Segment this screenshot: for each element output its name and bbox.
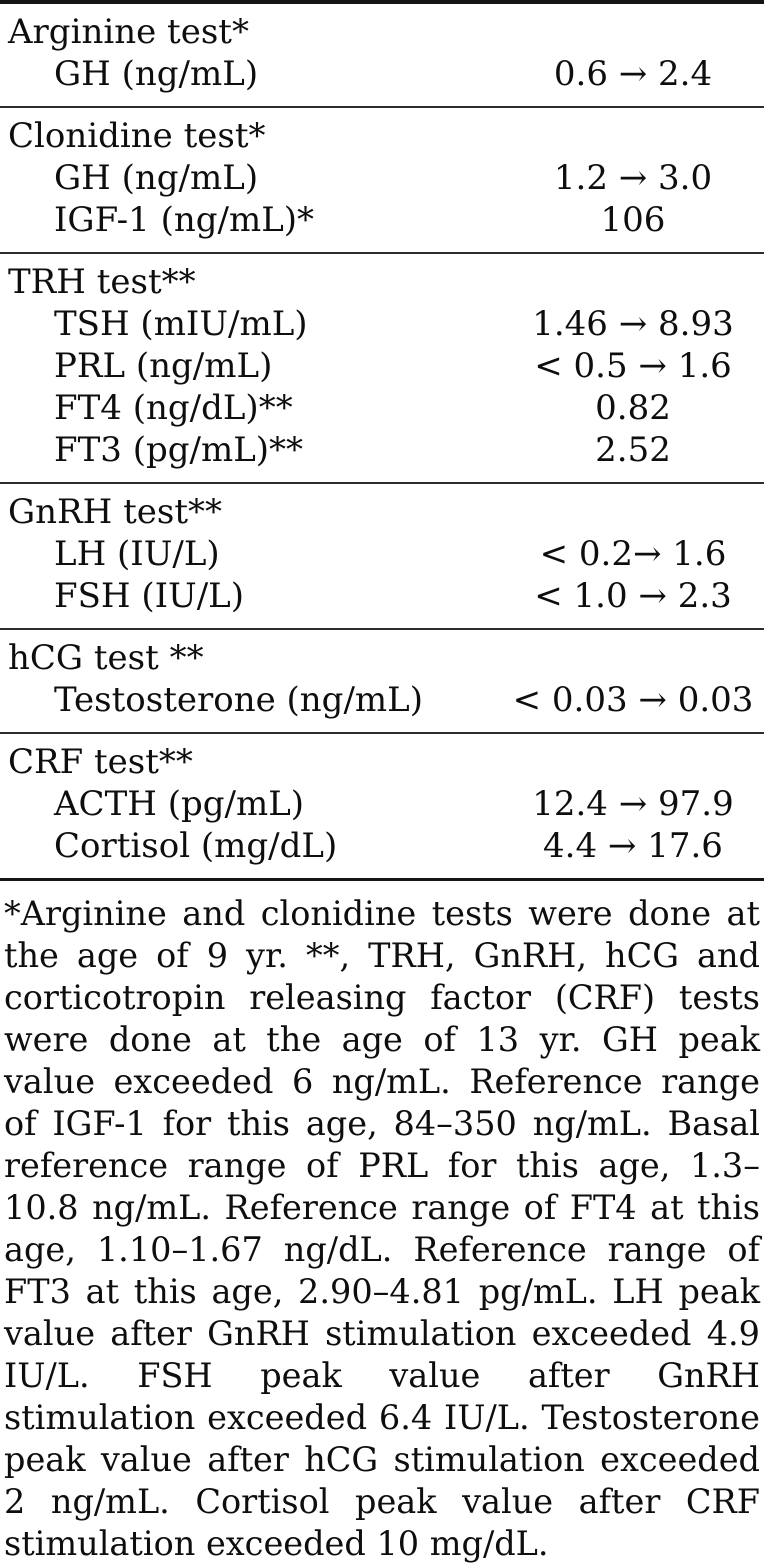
table-row: ACTH (pg/mL) 12.4 → 97.9 — [8, 783, 758, 825]
row-label: IGF-1 (ng/mL)* — [54, 200, 315, 240]
table-row: Testosterone (ng/mL) < 0.03 → 0.03 — [8, 679, 758, 721]
section-hcg-test: hCG test ** Testosterone (ng/mL) < 0.03 … — [0, 628, 764, 732]
section-header: TRH test** — [8, 262, 196, 302]
row-label: Testosterone (ng/mL) — [54, 680, 423, 720]
row-value: 1.46 → 8.93 — [532, 304, 734, 344]
row-value: 106 — [600, 200, 666, 240]
section-header: CRF test** — [8, 742, 193, 782]
section-trh-test: TRH test** TSH (mIU/mL) 1.46 → 8.93 PRL … — [0, 252, 764, 482]
row-value: 4.4 → 17.6 — [543, 826, 723, 866]
row-label: Cortisol (mg/dL) — [54, 826, 338, 866]
row-value: < 0.03 → 0.03 — [512, 680, 754, 720]
section-clonidine-test: Clonidine test* GH (ng/mL) 1.2 → 3.0 IGF… — [0, 106, 764, 252]
section-header: Arginine test* — [8, 12, 249, 52]
row-label: TSH (mIU/mL) — [54, 304, 308, 344]
row-label: LH (IU/L) — [54, 534, 220, 574]
table-row: IGF-1 (ng/mL)* 106 — [8, 199, 758, 241]
row-value: < 1.0 → 2.3 — [534, 576, 732, 616]
row-value: 2.52 — [595, 430, 671, 470]
row-label: GH (ng/mL) — [54, 54, 259, 94]
table-footnote: *Arginine and clonidine tests were done … — [0, 878, 764, 1565]
row-value: 1.2 → 3.0 — [553, 158, 713, 198]
section-gnrh-test: GnRH test** LH (IU/L) < 0.2→ 1.6 FSH (IU… — [0, 482, 764, 628]
row-label: FT3 (pg/mL)** — [54, 430, 304, 470]
table-row: PRL (ng/mL) < 0.5 → 1.6 — [8, 345, 758, 387]
row-value: < 0.2→ 1.6 — [539, 534, 727, 574]
row-value: 12.4 → 97.9 — [532, 784, 734, 824]
table-row: TSH (mIU/mL) 1.46 → 8.93 — [8, 303, 758, 345]
table-row: FSH (IU/L) < 1.0 → 2.3 — [8, 575, 758, 617]
section-header: GnRH test** — [8, 492, 223, 532]
row-label: GH (ng/mL) — [54, 158, 259, 198]
section-header: hCG test ** — [8, 638, 204, 678]
row-label: ACTH (pg/mL) — [54, 784, 305, 824]
row-label: FSH (IU/L) — [54, 576, 244, 616]
table-top-rule — [0, 0, 764, 4]
row-label: FT4 (ng/dL)** — [54, 388, 293, 428]
row-value: < 0.5 → 1.6 — [534, 346, 732, 386]
row-label: PRL (ng/mL) — [54, 346, 273, 386]
table-row: LH (IU/L) < 0.2→ 1.6 — [8, 533, 758, 575]
row-value: 0.82 — [595, 388, 671, 428]
table-row: Cortisol (mg/dL) 4.4 → 17.6 — [8, 825, 758, 867]
table-row: FT4 (ng/dL)** 0.82 — [8, 387, 758, 429]
table-row: FT3 (pg/mL)** 2.52 — [8, 429, 758, 471]
table-row: GH (ng/mL) 1.2 → 3.0 — [8, 157, 758, 199]
table-row: GH (ng/mL) 0.6 → 2.4 — [8, 53, 758, 95]
section-header: Clonidine test* — [8, 116, 266, 156]
section-crf-test: CRF test** ACTH (pg/mL) 12.4 → 97.9 Cort… — [0, 732, 764, 878]
row-value: 0.6 → 2.4 — [553, 54, 713, 94]
section-arginine-test: Arginine test* GH (ng/mL) 0.6 → 2.4 — [0, 4, 764, 106]
